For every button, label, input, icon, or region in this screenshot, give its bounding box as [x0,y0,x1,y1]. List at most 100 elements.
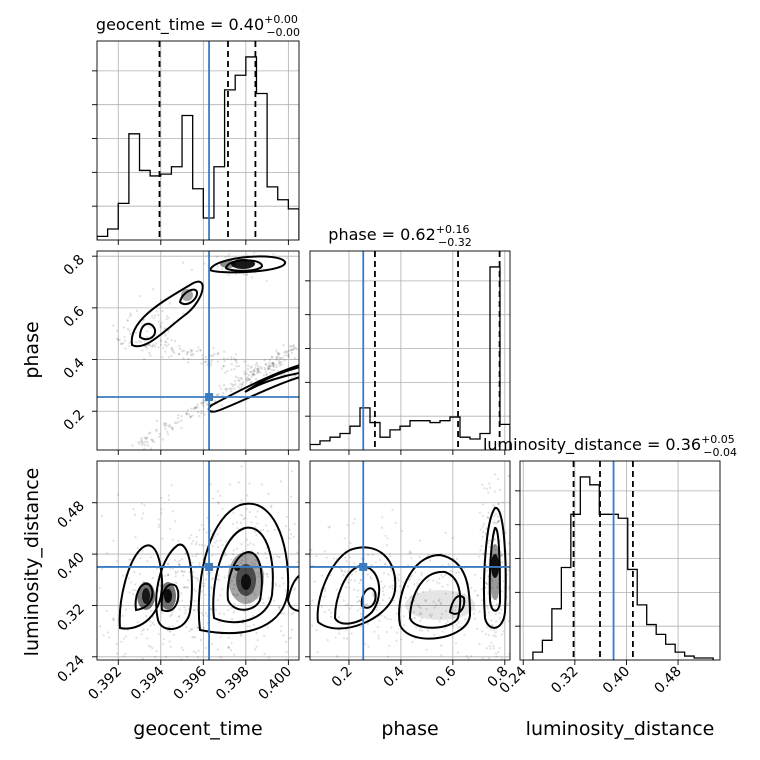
sample-point [151,621,154,625]
sample-point [283,372,286,376]
sample-point [171,567,175,570]
sample-point [232,587,235,591]
sample-point [454,642,458,645]
sample-point [224,371,227,374]
sample-point [346,523,349,527]
sample-point [164,340,167,343]
x-tick-label: 0.6 [433,663,460,690]
sample-point [203,413,206,416]
sample-point [170,346,173,350]
sample-point [265,373,268,377]
sample-point [172,633,175,636]
sample-point [149,620,152,623]
sample-point [290,348,294,352]
sample-point [116,337,119,341]
sample-point [224,387,227,391]
sample-point [129,332,132,335]
sample-point [261,528,265,532]
sample-point [325,556,328,559]
title-main: geocent_time = 0.40 [96,15,264,35]
sample-point [420,617,423,620]
sample-point [120,342,123,346]
sample-point [356,609,359,612]
sample-point [260,367,263,370]
sample-point [484,581,487,584]
y-tick-label: 0.40 [54,550,87,583]
sample-point [386,655,389,658]
sample-point [133,513,137,516]
sample-point [219,594,222,597]
sample-point [402,662,404,664]
sample-point [164,422,167,425]
sample-point [128,558,131,561]
x-tick-label: 0.2 [329,664,356,691]
sample-point [259,529,262,532]
title-main: phase = 0.62 [328,225,435,244]
sample-point [290,613,293,616]
sample-point [244,378,248,381]
sample-point [227,646,230,649]
sample-point [201,357,205,360]
sample-point [380,580,383,583]
panel-frame [309,460,511,661]
sample-point [163,425,167,428]
contour-line [118,544,164,630]
sample-point [239,521,243,524]
sample-point [140,437,143,440]
sample-point [169,645,172,648]
sample-point [150,345,154,348]
sample-point [482,522,485,526]
sample-point [243,610,246,613]
sample-point [190,628,194,631]
sample-point [218,579,221,582]
sample-point [236,521,239,524]
sample-point [232,553,235,556]
sample-point [278,364,281,367]
sample-point [418,613,421,616]
sample-point [128,678,130,680]
sample-point [184,612,187,615]
sample-point [380,526,384,529]
sample-point [145,637,149,640]
sample-point [170,347,173,351]
sample-point [301,579,303,581]
sample-point [470,586,473,589]
sample-point [311,599,314,602]
sample-point [243,370,246,373]
sample-point [254,377,258,381]
sample-point [279,357,282,360]
sample-point [430,613,434,616]
sample-point [151,576,154,580]
sample-point [175,422,178,425]
sample-point [191,539,195,543]
sample-point [252,543,255,546]
sample-point [262,572,266,575]
sample-point [332,557,335,560]
sample-point [481,483,484,486]
sample-point [410,556,413,560]
sample-point [199,412,203,415]
sample-point [252,370,255,373]
sample-point [496,585,499,588]
sample-point [257,263,260,266]
sample-point [328,608,331,612]
sample-point [149,624,152,627]
sample-point [340,570,344,573]
sample-point [473,573,477,576]
sample-point [388,597,391,600]
sample-point [193,588,196,591]
sample-point [265,524,268,527]
sample-point [198,414,201,418]
sample-point [197,346,200,349]
sample-point [507,587,510,590]
title-main: luminosity_distance = 0.36 [483,435,701,455]
sample-point [369,576,372,579]
sample-point [228,483,231,486]
sample-point [232,576,236,579]
sample-point [485,563,488,567]
sample-point [160,338,163,342]
sample-point [392,599,396,602]
panel-phase-vs-geocent-time [92,250,300,455]
sample-point [275,584,278,587]
sample-point [413,599,416,602]
